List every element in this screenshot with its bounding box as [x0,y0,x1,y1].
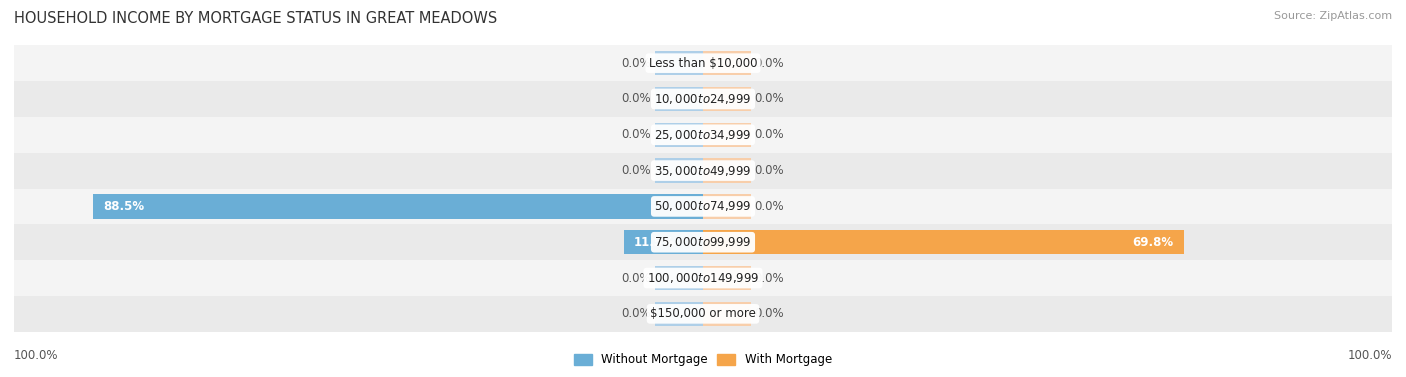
Bar [14,153,1392,188]
Text: 0.0%: 0.0% [755,57,785,70]
Bar [703,158,751,183]
Text: 0.0%: 0.0% [755,271,785,285]
Bar [14,260,1392,296]
Bar [93,194,703,219]
Text: 0.0%: 0.0% [755,164,785,177]
Text: $100,000 to $149,999: $100,000 to $149,999 [647,271,759,285]
Text: $150,000 or more: $150,000 or more [650,307,756,320]
Text: 0.0%: 0.0% [621,57,651,70]
Bar [703,230,1184,254]
Bar [655,51,703,75]
Bar [703,123,751,147]
Text: 0.0%: 0.0% [755,307,785,320]
Legend: Without Mortgage, With Mortgage: Without Mortgage, With Mortgage [569,349,837,371]
Text: $50,000 to $74,999: $50,000 to $74,999 [654,199,752,213]
Text: 88.5%: 88.5% [104,200,145,213]
Text: HOUSEHOLD INCOME BY MORTGAGE STATUS IN GREAT MEADOWS: HOUSEHOLD INCOME BY MORTGAGE STATUS IN G… [14,11,498,26]
Text: Source: ZipAtlas.com: Source: ZipAtlas.com [1274,11,1392,21]
Text: $25,000 to $34,999: $25,000 to $34,999 [654,128,752,142]
Bar [14,188,1392,224]
Bar [14,117,1392,153]
Bar [703,302,751,326]
Text: $35,000 to $49,999: $35,000 to $49,999 [654,164,752,178]
Text: 0.0%: 0.0% [621,128,651,141]
Bar [14,296,1392,332]
Bar [703,194,751,219]
Text: 11.5%: 11.5% [634,236,675,249]
Text: 100.0%: 100.0% [14,349,59,362]
Text: 0.0%: 0.0% [755,200,785,213]
Text: 0.0%: 0.0% [621,92,651,106]
Text: 0.0%: 0.0% [621,164,651,177]
Text: $75,000 to $99,999: $75,000 to $99,999 [654,235,752,249]
Text: 69.8%: 69.8% [1132,236,1174,249]
Bar [14,224,1392,260]
Bar [14,45,1392,81]
Text: Less than $10,000: Less than $10,000 [648,57,758,70]
Bar [14,81,1392,117]
Text: 0.0%: 0.0% [755,92,785,106]
Bar [703,51,751,75]
Text: 100.0%: 100.0% [1347,349,1392,362]
Bar [655,158,703,183]
Bar [703,87,751,111]
Bar [655,266,703,290]
Bar [655,123,703,147]
Text: $10,000 to $24,999: $10,000 to $24,999 [654,92,752,106]
Text: 0.0%: 0.0% [621,271,651,285]
Text: 0.0%: 0.0% [755,128,785,141]
Bar [624,230,703,254]
Bar [703,266,751,290]
Bar [655,302,703,326]
Bar [655,87,703,111]
Text: 0.0%: 0.0% [621,307,651,320]
